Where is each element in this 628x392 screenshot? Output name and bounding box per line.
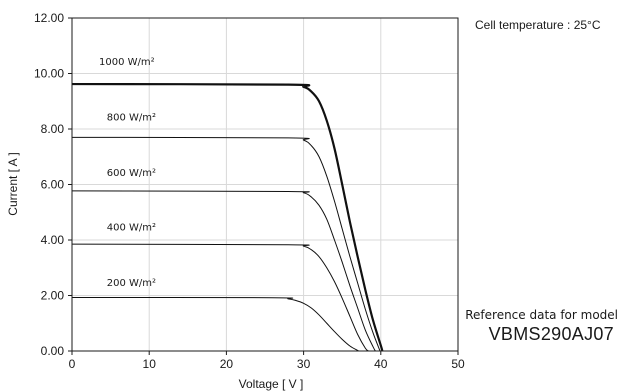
y-tick-label: 0.00	[41, 344, 65, 358]
y-tick-label: 10.00	[34, 67, 64, 81]
x-tick-label: 0	[69, 357, 76, 371]
reference-label: Reference data for model	[465, 308, 618, 322]
axes	[68, 17, 459, 355]
y-axis-title: Current [ A ]	[6, 152, 20, 215]
x-axis-title: Voltage [ V ]	[239, 377, 304, 391]
series-line	[71, 296, 360, 352]
series-label: 200 W/m²	[107, 278, 156, 289]
x-tick-label: 10	[143, 357, 157, 371]
x-tick-label: 50	[451, 357, 465, 371]
x-tick-label: 20	[220, 357, 234, 371]
x-tick-label: 40	[374, 357, 388, 371]
y-tick-label: 4.00	[41, 233, 65, 247]
curves	[71, 82, 384, 352]
curve-labels: 1000 W/m² 800 W/m² 600 W/m² 400 W/m² 200 W/m…	[99, 57, 156, 289]
series-line	[71, 190, 376, 352]
series-label: 1000 W/m²	[99, 57, 155, 68]
series-label: 400 W/m²	[107, 222, 156, 233]
cell-temperature-note: Cell temperature : 25°C	[475, 18, 601, 32]
series-line	[71, 136, 381, 352]
grid	[72, 18, 458, 351]
series-line	[71, 243, 369, 352]
series-line	[71, 82, 384, 352]
y-tick-label: 12.00	[34, 11, 64, 25]
x-tick-label: 30	[297, 357, 311, 371]
series-label: 600 W/m²	[107, 168, 156, 179]
y-tick-label: 8.00	[41, 122, 65, 136]
y-tick-label: 2.00	[41, 289, 65, 303]
series-label: 800 W/m²	[107, 113, 156, 124]
tick-labels: 0 10 20 30 40 50 0.00 2.00 4.00 6.00 8.00 10.00 12.0…	[34, 11, 465, 371]
y-tick-label: 6.00	[41, 178, 65, 192]
model-name: VBMS290AJ07	[488, 324, 614, 344]
